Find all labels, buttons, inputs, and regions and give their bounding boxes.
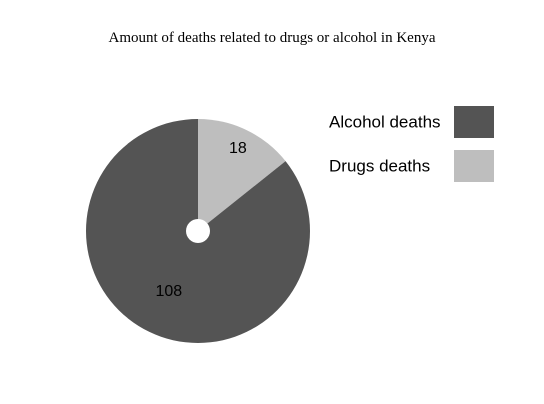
data-label-drugs-deaths: 18: [229, 140, 247, 157]
legend-swatch-drugs-deaths: [454, 150, 494, 182]
legend-label-drugs-deaths: Drugs deaths: [329, 157, 430, 176]
pie-slice-drugs-deaths: [198, 119, 286, 231]
pie-center-hole: [186, 219, 210, 243]
data-label-alcohol-deaths: 108: [155, 283, 182, 300]
legend-swatch-alcohol-deaths: [454, 106, 494, 138]
chart-title: Amount of deaths related to drugs or alc…: [108, 30, 436, 46]
legend: Alcohol deaths Drugs deaths: [329, 106, 494, 182]
slice-labels: 18 108: [155, 140, 246, 300]
legend-label-alcohol-deaths: Alcohol deaths: [329, 113, 441, 132]
